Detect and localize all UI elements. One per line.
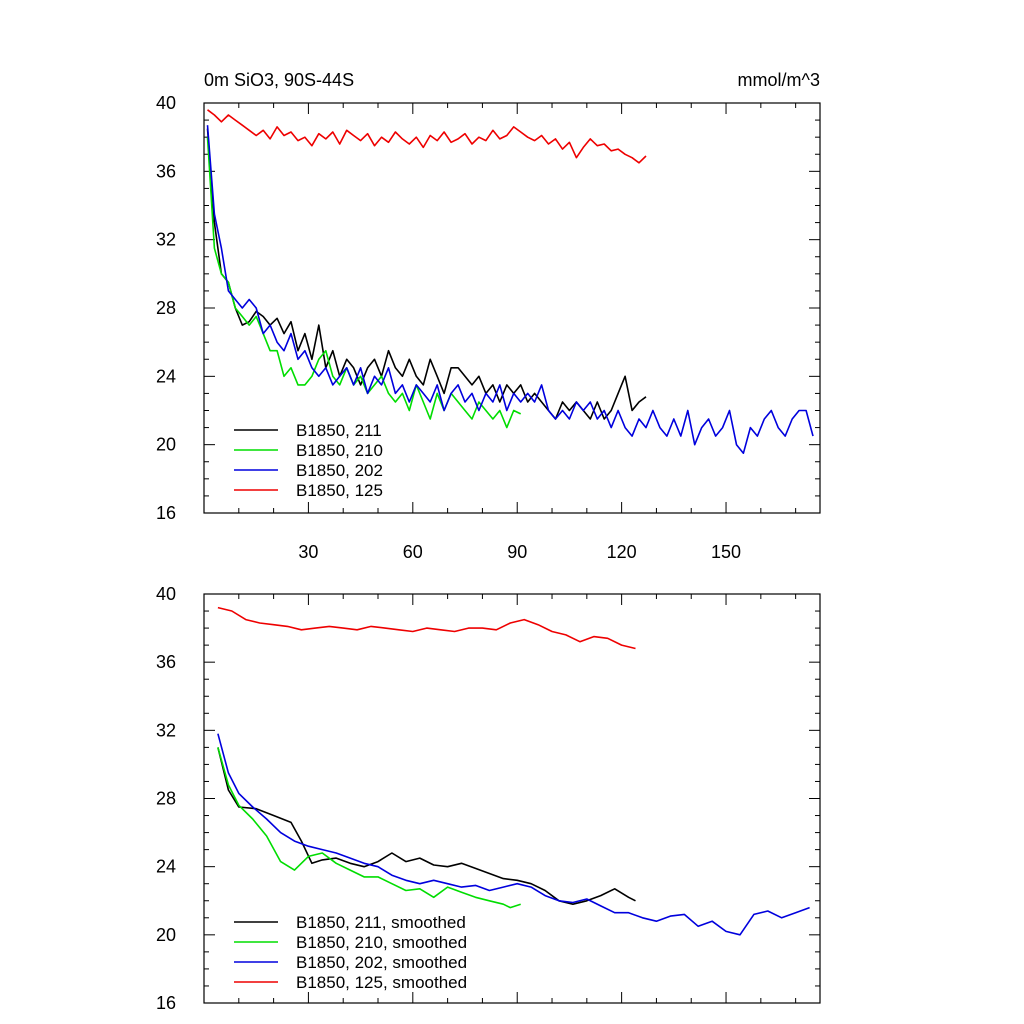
legend-label: B1850, 211 bbox=[296, 421, 382, 440]
x-tick-label: 60 bbox=[403, 542, 423, 562]
y-tick-label: 16 bbox=[156, 503, 176, 523]
legend-label: B1850, 211, smoothed bbox=[296, 913, 466, 932]
series-line-3 bbox=[217, 733, 810, 936]
x-tick-label: 120 bbox=[607, 542, 637, 562]
x-tick-label: 90 bbox=[507, 542, 527, 562]
series-line-2 bbox=[206, 137, 522, 429]
y-tick-label: 20 bbox=[156, 435, 176, 455]
legend-label: B1850, 210, smoothed bbox=[296, 933, 467, 952]
y-tick-label: 40 bbox=[156, 93, 176, 113]
legend-label: B1850, 125 bbox=[296, 481, 383, 500]
legend-label: B1850, 202, smoothed bbox=[296, 953, 467, 972]
y-tick-label: 28 bbox=[156, 789, 176, 809]
top-panel: 0m SiO3, 90S-44S mmol/m^3 16 20 24 28 32 36 40… bbox=[156, 70, 821, 562]
x-tick-label: 30 bbox=[298, 542, 318, 562]
series-line-2 bbox=[217, 747, 521, 909]
y-tick-label: 32 bbox=[156, 720, 176, 740]
series-line-3 bbox=[206, 125, 814, 455]
series-line-1 bbox=[206, 128, 647, 420]
series-line-1 bbox=[217, 747, 636, 906]
x-tick-label: 150 bbox=[711, 542, 741, 562]
y-tick-label: 36 bbox=[156, 652, 176, 672]
y-tick-label: 40 bbox=[156, 584, 176, 604]
series-line-4 bbox=[217, 606, 636, 650]
chart-title: 0m SiO3, 90S-44S bbox=[204, 70, 354, 90]
legend-label: B1850, 210 bbox=[296, 441, 383, 460]
y-tick-label: 28 bbox=[156, 298, 176, 318]
legend-label: B1850, 202 bbox=[296, 461, 383, 480]
y-tick-label: 24 bbox=[156, 366, 176, 386]
y-tick-label: 32 bbox=[156, 230, 176, 250]
y-tick-label: 16 bbox=[156, 993, 176, 1013]
series-line-4 bbox=[207, 109, 647, 164]
units-label: mmol/m^3 bbox=[738, 70, 820, 90]
y-tick-label: 36 bbox=[156, 161, 176, 181]
y-tick-label: 24 bbox=[156, 857, 176, 877]
legend-label: B1850, 125, smoothed bbox=[296, 973, 467, 992]
y-tick-label: 20 bbox=[156, 925, 176, 945]
